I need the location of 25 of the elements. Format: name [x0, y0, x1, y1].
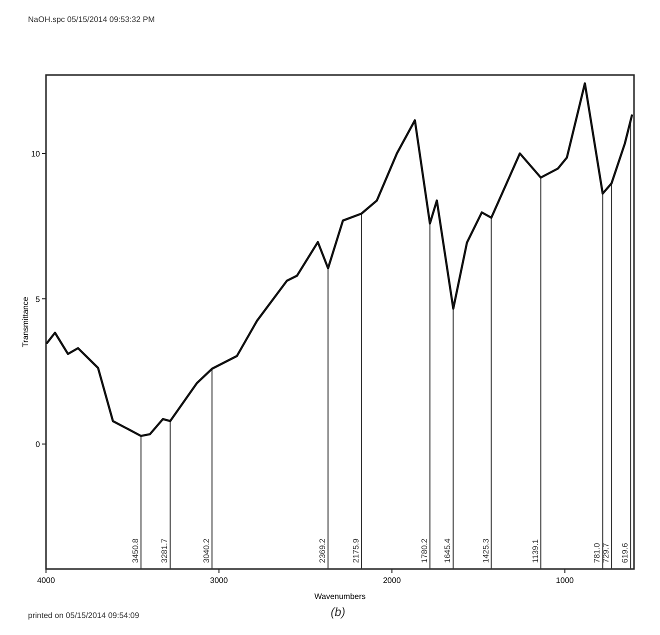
x-tick-label: 1000 [556, 576, 574, 585]
ref-line-label: 619.6 [620, 542, 630, 563]
ref-line-label: 2369.2 [318, 538, 328, 563]
ref-line-label: 781.0 [592, 542, 602, 563]
ref-line-label: 729.7 [602, 542, 611, 563]
x-tick-label: 2000 [382, 576, 402, 585]
ref-line-label: 1645.4 [443, 538, 452, 563]
y-tick-label: 0 [36, 440, 41, 450]
ref-line-label: 2175.9 [351, 538, 360, 563]
y-tick-label: 10 [31, 149, 41, 158]
ref-line-label: 3281.7 [160, 538, 170, 563]
x-tick-label: 3000 [210, 576, 228, 585]
text: printed on 05/15/2014 09:54:09 [28, 611, 140, 620]
ref-line-label: 1780.2 [420, 538, 429, 563]
ref-line-label: 1425.3 [481, 538, 490, 563]
line-series [46, 82, 634, 438]
ref-line-label: 3040.2 [202, 538, 211, 563]
y-axis-title: Transmittance [21, 296, 30, 348]
x-axis-title: Wavenumbers [314, 592, 366, 601]
y-tick-label: 5 [36, 294, 41, 304]
ref-line-label: 3450.8 [130, 538, 140, 563]
x-tick-label: 4000 [37, 576, 56, 585]
text: (b) [330, 605, 346, 619]
text: NaOH.spc 05/15/2014 09:53:32 PM [28, 15, 156, 24]
ref-line-label: 1139.1 [530, 538, 540, 563]
